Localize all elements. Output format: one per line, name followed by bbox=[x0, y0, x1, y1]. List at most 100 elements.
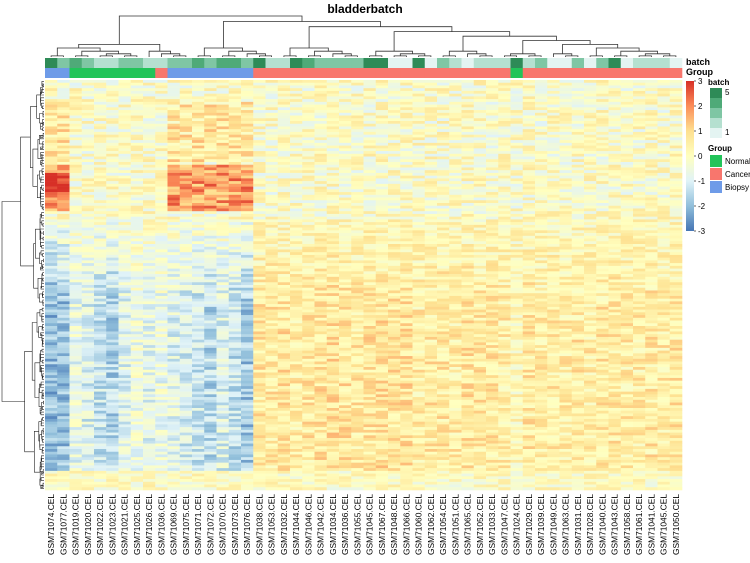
heatmap-cell bbox=[241, 170, 254, 174]
heatmap-cell bbox=[363, 263, 377, 267]
heatmap-cell bbox=[130, 312, 144, 316]
heatmap-cell bbox=[388, 416, 401, 420]
heatmap-cell bbox=[375, 241, 389, 245]
heatmap-cell bbox=[241, 304, 254, 308]
row-dendrogram-branch bbox=[37, 278, 42, 299]
heatmap-cell bbox=[265, 476, 279, 480]
heatmap-cell bbox=[204, 424, 217, 428]
heatmap-cell bbox=[290, 186, 303, 190]
heatmap-cell bbox=[388, 408, 401, 412]
heatmap-cell bbox=[290, 331, 303, 335]
heatmap-cell bbox=[57, 181, 70, 185]
heatmap-cell bbox=[412, 427, 426, 431]
heatmap-cell bbox=[412, 487, 426, 491]
heatmap-cell bbox=[241, 429, 254, 433]
heatmap-cell bbox=[81, 451, 95, 455]
heatmap-cell bbox=[388, 216, 401, 220]
heatmap-cell bbox=[179, 358, 193, 362]
heatmap-cell bbox=[388, 391, 401, 395]
heatmap-cell bbox=[216, 153, 230, 157]
heatmap-cell bbox=[81, 110, 95, 114]
heatmap-cell bbox=[363, 427, 377, 431]
heatmap-cell bbox=[106, 429, 119, 433]
heatmap-cell bbox=[81, 309, 95, 313]
heatmap-cell bbox=[130, 326, 144, 330]
heatmap-cell bbox=[118, 375, 132, 379]
heatmap-cell bbox=[167, 470, 181, 474]
heatmap-cell bbox=[167, 380, 181, 384]
heatmap-cell bbox=[363, 399, 377, 403]
heatmap-cell bbox=[277, 334, 291, 338]
heatmap-cell bbox=[375, 197, 389, 201]
heatmap-cell bbox=[192, 162, 205, 166]
heatmap-cell bbox=[253, 263, 266, 267]
heatmap-cell bbox=[81, 137, 95, 141]
heatmap-cell bbox=[204, 446, 217, 450]
heatmap-cell bbox=[265, 339, 279, 343]
heatmap-cell bbox=[277, 230, 291, 234]
heatmap-cell bbox=[253, 183, 266, 187]
heatmap-cell bbox=[204, 416, 217, 420]
heatmap-cell bbox=[228, 449, 242, 453]
heatmap-cell bbox=[57, 134, 70, 138]
heatmap-cell bbox=[339, 104, 352, 108]
heatmap-cell bbox=[143, 104, 156, 108]
heatmap-cell bbox=[302, 353, 315, 357]
heatmap-cell bbox=[204, 334, 217, 338]
heatmap-cell bbox=[179, 326, 193, 330]
heatmap-cell bbox=[69, 268, 83, 272]
heatmap-cell bbox=[400, 216, 413, 220]
heatmap-cell bbox=[143, 369, 156, 373]
heatmap-cell bbox=[351, 99, 364, 103]
heatmap-cell bbox=[216, 331, 230, 335]
heatmap-cell bbox=[277, 391, 291, 395]
heatmap-cell bbox=[290, 227, 303, 231]
heatmap-cell bbox=[253, 252, 266, 256]
heatmap-cell bbox=[216, 265, 230, 269]
heatmap-cell bbox=[277, 254, 291, 258]
heatmap-cell bbox=[130, 85, 144, 89]
heatmap-cell bbox=[81, 487, 95, 491]
heatmap-cell bbox=[265, 468, 279, 472]
heatmap-cell bbox=[57, 233, 70, 237]
heatmap-cell bbox=[241, 440, 254, 444]
heatmap-cell bbox=[143, 367, 156, 371]
heatmap-cell bbox=[314, 470, 328, 474]
heatmap-cell bbox=[192, 429, 205, 433]
heatmap-cell bbox=[179, 408, 193, 412]
row-dendrogram-branch bbox=[30, 106, 37, 168]
heatmap-cell bbox=[167, 88, 181, 92]
heatmap-cell bbox=[302, 449, 315, 453]
heatmap-cell bbox=[81, 438, 95, 442]
heatmap-cell bbox=[326, 121, 340, 125]
heatmap-cell bbox=[290, 298, 303, 302]
heatmap-cell bbox=[204, 367, 217, 371]
heatmap-cell bbox=[277, 257, 291, 261]
heatmap-cell bbox=[167, 323, 181, 327]
heatmap-cell bbox=[228, 241, 242, 245]
heatmap-cell bbox=[241, 181, 254, 185]
heatmap-cell bbox=[302, 377, 315, 381]
heatmap-cell bbox=[69, 347, 83, 351]
heatmap-cell bbox=[81, 481, 95, 485]
heatmap-cell bbox=[69, 96, 83, 100]
heatmap-cell bbox=[57, 290, 70, 294]
heatmap-cell bbox=[130, 140, 144, 144]
heatmap-cell bbox=[118, 175, 132, 179]
heatmap-cell bbox=[94, 121, 107, 125]
row-dendrogram-branch bbox=[42, 447, 44, 452]
heatmap-cell bbox=[228, 405, 242, 409]
heatmap-cell bbox=[363, 356, 377, 360]
heatmap-cell bbox=[81, 347, 95, 351]
heatmap-cell bbox=[302, 457, 315, 461]
heatmap-cell bbox=[351, 457, 364, 461]
heatmap-cell bbox=[314, 96, 328, 100]
heatmap-cell bbox=[363, 380, 377, 384]
heatmap-cell bbox=[351, 213, 364, 217]
heatmap-cell bbox=[192, 230, 205, 234]
heatmap-cell bbox=[192, 345, 205, 349]
heatmap-cell bbox=[388, 358, 401, 362]
heatmap-cell bbox=[81, 375, 95, 379]
heatmap-cell bbox=[130, 416, 144, 420]
heatmap-cell bbox=[388, 473, 401, 477]
